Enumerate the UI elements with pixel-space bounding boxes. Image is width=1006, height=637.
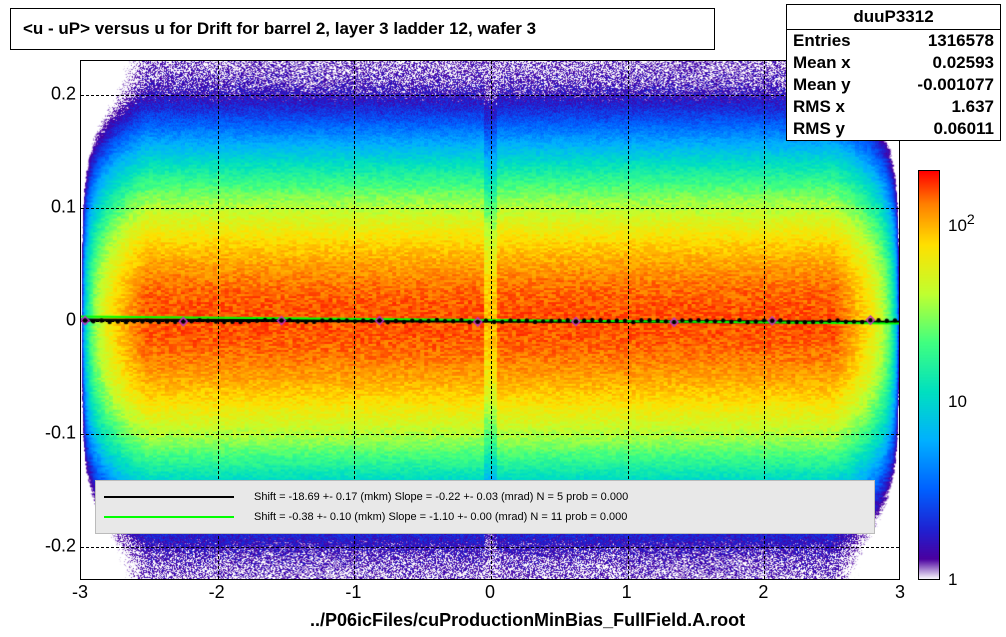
stats-row: RMS x1.637 xyxy=(787,96,1000,118)
x-axis-label: 2 xyxy=(758,582,768,603)
fit-line-swatch xyxy=(104,496,234,498)
colorbar xyxy=(918,170,940,580)
colorbar-label: 102 xyxy=(948,212,975,236)
y-axis-label: 0.2 xyxy=(16,83,76,104)
fit-legend: Shift = -18.69 +- 0.17 (mkm) Slope = -0.… xyxy=(95,480,875,534)
stats-row: Mean y-0.001077 xyxy=(787,74,1000,96)
fit-line-swatch xyxy=(104,516,234,518)
footer-path: ../P06icFiles/cuProductionMinBias_FullFi… xyxy=(310,610,745,631)
y-axis-label: -0.1 xyxy=(16,423,76,444)
x-axis-label: 1 xyxy=(622,582,632,603)
x-axis-label: 3 xyxy=(895,582,905,603)
x-axis-label: -2 xyxy=(209,582,225,603)
fit-legend-row: Shift = -0.38 +- 0.10 (mkm) Slope = -1.1… xyxy=(104,507,866,527)
fit-legend-row: Shift = -18.69 +- 0.17 (mkm) Slope = -0.… xyxy=(104,487,866,507)
y-axis-label: -0.2 xyxy=(16,536,76,557)
stats-box: duuP3312 Entries1316578Mean x0.02593Mean… xyxy=(786,4,1001,141)
y-axis-label: 0.1 xyxy=(16,196,76,217)
fit-text: Shift = -18.69 +- 0.17 (mkm) Slope = -0.… xyxy=(254,491,628,503)
stats-row: Mean x0.02593 xyxy=(787,52,1000,74)
stats-row: Entries1316578 xyxy=(787,30,1000,52)
x-axis-label: -1 xyxy=(345,582,361,603)
stats-row: RMS y0.06011 xyxy=(787,118,1000,140)
colorbar-label: 1 xyxy=(948,570,957,590)
colorbar-label: 10 xyxy=(948,392,967,412)
x-axis-label: 0 xyxy=(485,582,495,603)
fit-text: Shift = -0.38 +- 0.10 (mkm) Slope = -1.1… xyxy=(254,511,627,523)
stats-name: duuP3312 xyxy=(787,5,1000,30)
plot-title: <u - uP> versus u for Drift for barrel 2… xyxy=(10,8,715,50)
y-axis-label: 0 xyxy=(16,310,76,331)
x-axis-label: -3 xyxy=(72,582,88,603)
